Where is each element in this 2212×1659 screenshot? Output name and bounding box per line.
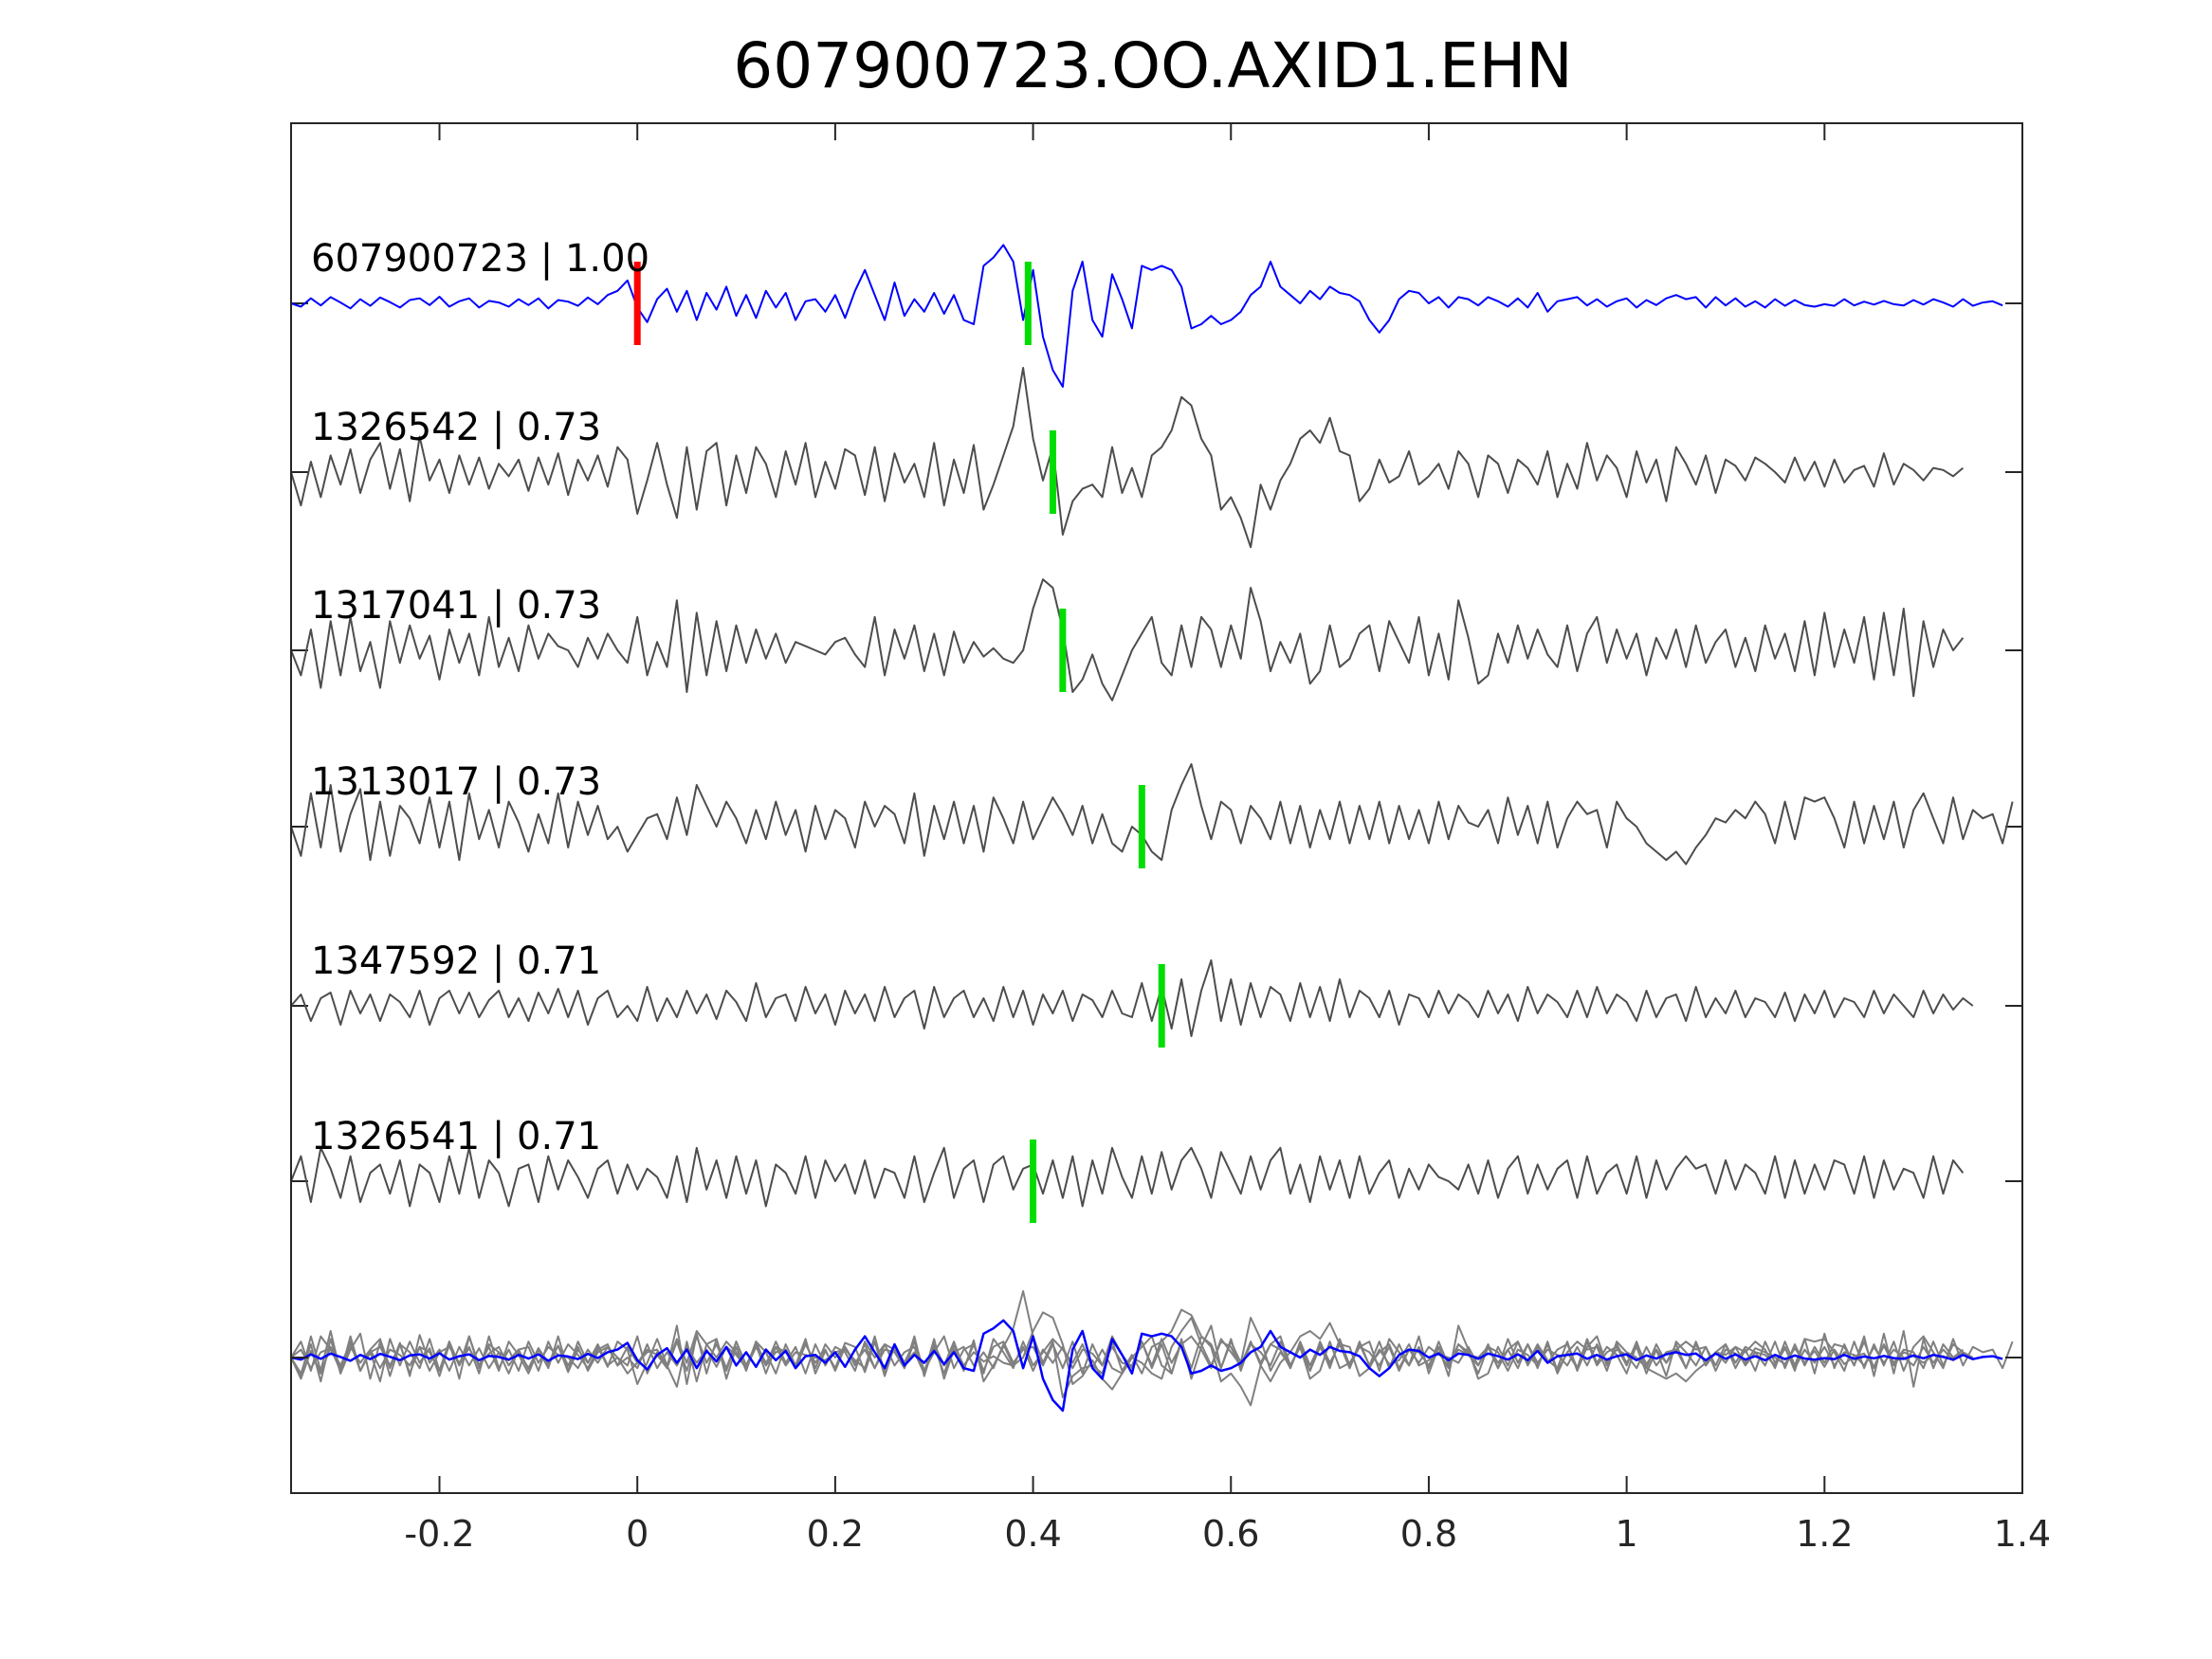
overlay-stack <box>290 1290 2022 1413</box>
overlay-trace-3 <box>290 1317 2014 1383</box>
waveform <box>290 1146 1965 1208</box>
waveform <box>290 959 1974 1037</box>
x-tick-label: 1.2 <box>1796 1513 1853 1555</box>
trace-label: 607900723 | 1.00 <box>311 237 649 281</box>
waveform <box>290 763 2014 866</box>
overlay-trace-5 <box>290 1335 1965 1375</box>
x-tick-label: 0 <box>626 1513 649 1555</box>
waveform <box>290 578 1965 702</box>
x-tick-label: 0.4 <box>1004 1513 1061 1555</box>
x-tick-label: 1 <box>1616 1513 1638 1555</box>
trace-row-1: 1326542 | 0.73 <box>290 367 2022 549</box>
x-tick-label: 0.2 <box>807 1513 864 1555</box>
trace-label: 1317041 | 0.73 <box>311 584 601 628</box>
x-axis: -0.2 0 0.2 0.4 0.6 0.8 1 1.2 1.4 <box>404 123 2051 1555</box>
trace-label: 1313017 | 0.73 <box>311 760 601 804</box>
trace-row-2: 1317041 | 0.73 <box>290 578 2022 702</box>
axes-frame <box>290 122 2023 1494</box>
trace-label: 1347592 | 0.71 <box>311 939 601 983</box>
x-tick-label: 1.4 <box>1994 1513 2051 1555</box>
waveform <box>290 367 1965 549</box>
master-waveform <box>290 244 2003 388</box>
trace-label: 1326542 | 0.73 <box>311 406 601 449</box>
chart-title: 607900723.OO.AXID1.EHN <box>733 29 1572 102</box>
trace-row-4: 1347592 | 0.71 <box>290 939 2022 1048</box>
plot-area: 607900723 | 1.00 1326542 | 0.73 1317041 | … <box>290 237 2022 1413</box>
trace-label: 1326541 | 0.71 <box>311 1115 601 1158</box>
trace-row-3: 1313017 | 0.73 <box>290 760 2022 868</box>
x-tick-label: 0.6 <box>1202 1513 1259 1555</box>
trace-row-5: 1326541 | 0.71 <box>290 1115 2022 1223</box>
trace-row-0: 607900723 | 1.00 <box>290 237 2022 388</box>
overlay-master-trace <box>290 1319 2003 1413</box>
x-tick-label: 0.8 <box>1400 1513 1457 1555</box>
x-tick-label: -0.2 <box>404 1513 474 1555</box>
